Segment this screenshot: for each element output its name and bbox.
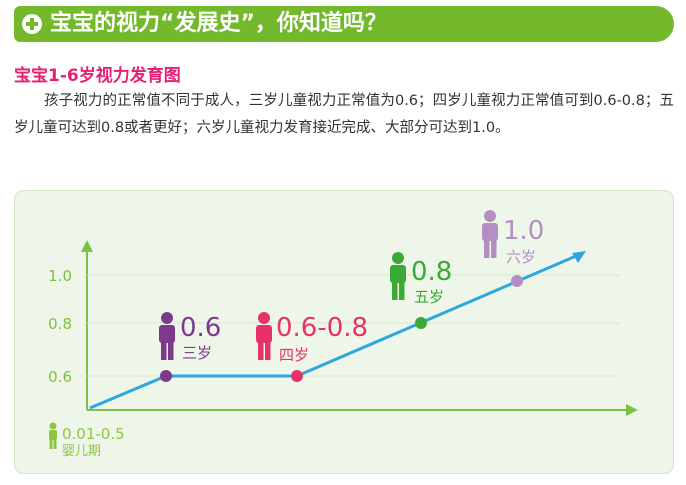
point-age-5 [415,317,427,329]
stage-value-infant: 0.01-0.5 [62,425,125,443]
y-tick-1-0: 1.0 [48,267,72,285]
y-tick-0-6: 0.6 [48,368,72,386]
stage-value-4: 0.6-0.8 [276,313,368,343]
stage-age-3: 三岁 [182,344,212,362]
point-age-4 [291,370,303,382]
person-icon [390,252,406,300]
section-header: 宝宝的视力“发展史”，你知道吗？ [14,6,674,42]
person-icon [256,312,272,360]
intro-paragraph: 孩子视力的正常值不同于成人，三岁儿童视力正常值为0.6；四岁儿童视力正常值可到0… [14,93,674,136]
person-icon [482,210,498,258]
point-age-3 [160,370,172,382]
chart-heading: 宝宝1-6岁视力发育图 [14,66,181,86]
section-title: 宝宝的视力“发展史”，你知道吗？ [50,11,387,36]
vision-line-arrow [572,251,586,263]
y-axis-arrow [81,240,93,252]
y-tick-0-8: 0.8 [48,315,72,333]
stage-age-5: 五岁 [414,288,444,306]
stage-age-6: 六岁 [506,248,536,266]
x-axis-arrow [626,404,638,416]
stage-value-3: 0.6 [180,313,221,343]
person-icon [159,312,175,360]
vision-line [89,251,584,410]
person-icon [49,422,57,449]
point-age-6 [511,275,523,287]
stage-value-6: 1.0 [503,216,544,246]
chart-panel [14,190,674,474]
stage-age-4: 四岁 [279,346,309,364]
stage-value-5: 0.8 [411,257,452,287]
stage-age-infant: 婴儿期 [62,444,101,459]
plus-circle-icon [22,14,42,34]
